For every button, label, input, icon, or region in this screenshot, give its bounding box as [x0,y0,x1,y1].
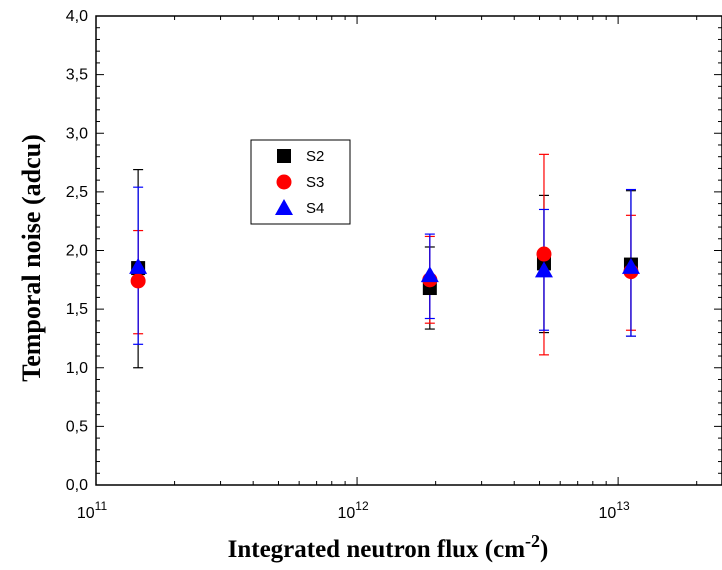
data-point-s4 [420,266,439,283]
y-tick-label: 4,0 [66,8,88,25]
y-tick-label: 3,5 [66,67,88,84]
data-point-s3 [130,273,146,289]
legend-marker-s3 [276,174,292,190]
plot-area [95,15,722,486]
x-tick-label: 1013 [599,499,630,522]
legend-marker-s4 [275,199,293,215]
legend-marker-s2 [277,149,291,163]
legend-box [250,139,351,225]
x-axis-title-close: ) [540,536,548,563]
data-point-s3 [536,246,552,262]
x-tick-label: 1012 [337,499,368,522]
error-bars [133,153,636,369]
axis-ticks: 0,0 0,5 1,0 1,5 2,0 2,5 3,0 3,5 4,0 1011 1012 1013 [66,8,722,522]
y-tick-label: 3,0 [66,125,88,142]
data-point-s4 [129,257,148,274]
x-axis-title: Integrated neutron flux (cm-2) [228,531,549,563]
x-axis-title-exponent: -2 [525,531,540,551]
plot-frame [95,15,722,486]
x-axis-title-main: Integrated neutron flux (cm [228,536,526,563]
y-tick-label: 1,5 [66,301,88,318]
x-tick-label: 1011 [77,499,108,522]
y-tick-label: 1,0 [66,360,88,377]
data-point-s4 [621,257,640,274]
legend-label-s4: S4 [306,200,324,217]
y-tick-label: 2,5 [66,184,88,201]
y-axis-title: Temporal noise (adcu) [17,134,46,382]
y-tick-label: 0,0 [66,477,88,494]
y-tick-label: 2,0 [66,243,88,260]
data-point-s4 [534,261,553,278]
legend-label-s3: S3 [306,174,324,191]
markers [129,246,640,296]
legend: S2 S3 S4 [250,139,351,225]
legend-label-s2: S2 [306,148,324,165]
y-tick-label: 0,5 [66,418,88,435]
